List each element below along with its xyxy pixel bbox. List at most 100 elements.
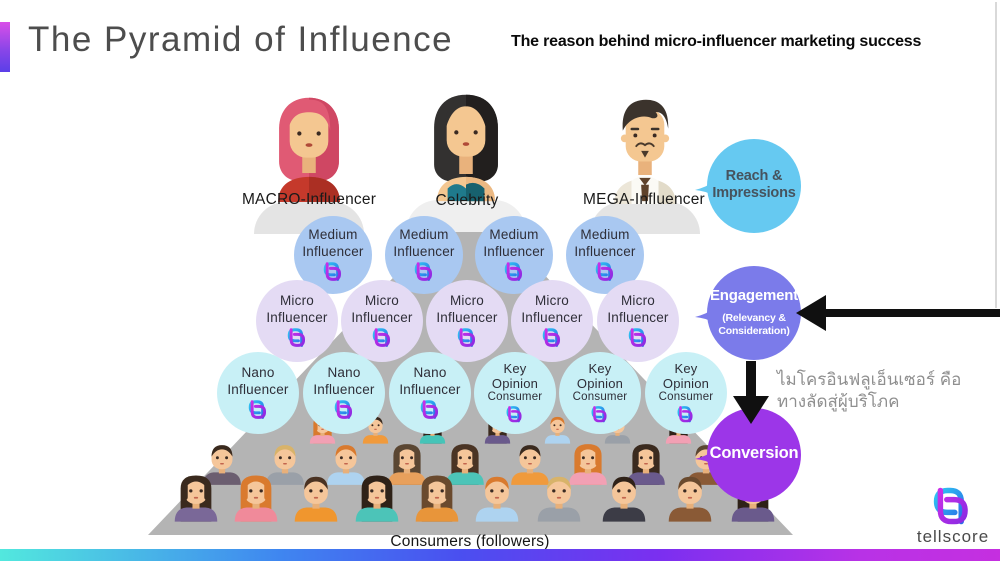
- page-subtitle: The reason behind micro-influencer marke…: [511, 33, 922, 50]
- bottom-gradient-bar: [0, 549, 1000, 561]
- tier-label-line: Micro: [534, 293, 569, 309]
- tier-label-line: Medium: [489, 227, 539, 243]
- consumer-avatar: [446, 444, 484, 485]
- engagement-bubble: Engagement (Relevancy & Consideration): [686, 256, 818, 370]
- tier-label-line: Micro: [279, 293, 314, 309]
- tellscore-icon: [677, 406, 693, 423]
- consumer-person: [623, 441, 669, 490]
- tellscore-icon: [931, 485, 975, 532]
- tellscore-icon: [334, 400, 352, 420]
- tier-label-line: Influencer: [399, 381, 461, 397]
- consumer-person: [565, 441, 611, 490]
- macro-influencer-label: MACRO-Influencer: [241, 191, 377, 208]
- tier-label-line: Influencer: [313, 381, 375, 397]
- consumer-avatar: [174, 475, 218, 522]
- celebrity-avatar: [408, 86, 524, 209]
- tier-circle-micro-3: Micro Influencer: [426, 280, 508, 362]
- macro-influencer-avatar: [251, 90, 367, 207]
- consumer-person: [664, 472, 716, 527]
- consumer-person: [411, 472, 463, 527]
- thai-annotation-line1: ไมโครอินฟลูเอ็นเซอร์ คือ: [777, 370, 962, 389]
- tier-label-line: Consumer: [658, 391, 714, 404]
- consumer-avatar: [203, 445, 241, 485]
- consumer-person: [384, 441, 430, 490]
- consumer-person: [230, 472, 282, 527]
- tier-label-line: Micro: [449, 293, 484, 309]
- consumer-person: [542, 414, 573, 449]
- bubble-title-line: Reach &: [725, 167, 783, 184]
- conversion-bubble-text: Conversion: [708, 398, 800, 510]
- tellscore-icon: [414, 262, 432, 282]
- tier-label-line: Medium: [308, 227, 358, 243]
- tellscore-icon: [506, 406, 522, 423]
- mega-influencer-label: MEGA-Influencer: [583, 191, 705, 208]
- tellscore-wordmark: tellscore: [916, 527, 990, 546]
- consumer-person: [471, 472, 523, 527]
- tier-label-line: Micro: [364, 293, 399, 309]
- consumer-person: [170, 472, 222, 527]
- consumer-avatar: [475, 476, 519, 522]
- tellscore-icon: [287, 328, 305, 348]
- consumer-avatar: [569, 444, 607, 485]
- consumer-avatar: [627, 444, 665, 485]
- engagement-bubble-text: Engagement (Relevancy & Consideration): [708, 256, 800, 368]
- tier-label-line: Medium: [399, 227, 449, 243]
- consumer-avatar: [668, 476, 712, 522]
- tier-label-line: Influencer: [521, 309, 583, 325]
- consumer-person: [598, 472, 650, 527]
- tier-label-line: Influencer: [227, 381, 289, 397]
- tier-circle-medium-4: Medium Influencer: [566, 216, 644, 294]
- tier-circle-micro-2: Micro Influencer: [341, 280, 423, 362]
- celebrity-label: Celebrity: [435, 192, 499, 209]
- tier-label-line: Nano: [241, 365, 275, 381]
- consumer-avatar: [537, 476, 581, 522]
- engagement-arrow-line: [824, 309, 1000, 317]
- conversion-arrow-head-icon: [733, 396, 769, 424]
- tier-label-line: Influencer: [483, 243, 545, 259]
- consumer-avatar: [415, 475, 459, 522]
- consumer-avatar: [266, 445, 304, 485]
- tier-label-line: Micro: [620, 293, 655, 309]
- tier-label-line: Consumer: [487, 391, 543, 404]
- tier-circle-nano-3: Nano Influencer: [389, 352, 471, 434]
- tier-circle-koc-1: Key Opinion Consumer: [474, 352, 556, 434]
- tier-circle-medium-3: Medium Influencer: [475, 216, 553, 294]
- tier-circle-micro-1: Micro Influencer: [256, 280, 338, 362]
- bubble-sub-line: Consideration): [718, 324, 790, 337]
- tellscore-icon: [595, 262, 613, 282]
- consumer-avatar: [602, 476, 646, 522]
- thai-annotation: ไมโครอินฟลูเอ็นเซอร์ คือ ทางลัดสู่ผู้บริ…: [777, 369, 967, 413]
- consumer-avatar: [294, 476, 338, 522]
- tier-label-line: Influencer: [436, 309, 498, 325]
- consumer-person: [507, 441, 553, 490]
- bubble-title-line: Conversion: [709, 444, 799, 463]
- engagement-arrow-head-icon: [796, 295, 826, 331]
- consumer-person: [442, 441, 488, 490]
- tier-circle-koc-3: Key Opinion Consumer: [645, 352, 727, 434]
- slide-edge-line: [995, 2, 997, 308]
- tellscore-icon: [457, 328, 475, 348]
- reach-bubble-text: Reach & Impressions: [708, 129, 800, 241]
- consumer-person: [351, 472, 403, 527]
- tier-circle-koc-2: Key Opinion Consumer: [559, 352, 641, 434]
- bubble-title-line: Impressions: [712, 185, 796, 201]
- consumer-person: [199, 441, 245, 490]
- tier-circle-nano-1: Nano Influencer: [217, 352, 299, 434]
- tier-label-line: Opinion: [662, 375, 710, 391]
- tier-label-line: Opinion: [491, 375, 539, 391]
- thai-annotation-line2: ทางลัดสู่ผู้บริโภค: [777, 391, 900, 411]
- consumer-avatar: [355, 475, 399, 522]
- consumer-avatar: [511, 445, 549, 485]
- bubble-sub-line: (Relevancy &: [722, 311, 786, 324]
- mega-influencer-avatar: [587, 92, 703, 209]
- tier-label-line: Influencer: [393, 243, 455, 259]
- consumer-avatar: [327, 445, 365, 485]
- tier-label-line: Opinion: [576, 375, 624, 391]
- consumers-label: Consumers (followers): [390, 533, 550, 550]
- tier-label-line: Key: [503, 361, 527, 377]
- page-title: The Pyramid of Influence: [28, 20, 454, 59]
- tier-label-line: Influencer: [607, 309, 669, 325]
- tellscore-icon: [628, 328, 646, 348]
